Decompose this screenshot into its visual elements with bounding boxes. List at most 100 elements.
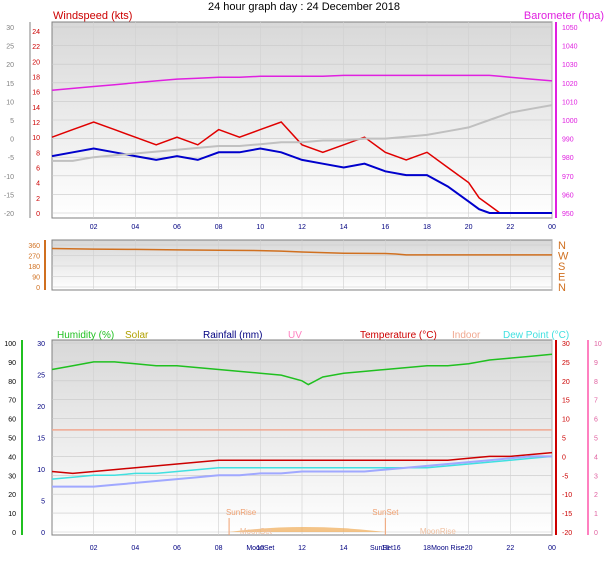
wind-left-axis-tick-label: -15 <box>4 192 14 199</box>
wind-hour-label: 10 <box>256 224 264 231</box>
wind-left-axis-tick-label: 20 <box>6 62 14 69</box>
wind-hour-label: 18 <box>423 224 431 231</box>
barometer-axis-tick-label: 1000 <box>562 118 578 125</box>
uv-axis-tick-label: 0 <box>594 530 598 537</box>
legend-item: Humidity (%) <box>57 330 114 341</box>
barometer-line <box>51 74 553 91</box>
humidity-axis-tick-label: 50 <box>8 436 16 443</box>
wind-left-axis-tick-label: 5 <box>10 118 14 125</box>
temp-hour-label: 20 <box>465 545 473 552</box>
temperature-axis-tick-label: 20 <box>562 379 570 386</box>
wind-hour-label: 16 <box>381 224 389 231</box>
humidity-axis-tick-label: 70 <box>8 398 16 405</box>
temperature-line <box>51 451 553 475</box>
uv-axis-tick-label: 8 <box>594 379 598 386</box>
wind_chill_grey-line <box>52 104 553 162</box>
temp-hour-label: 22 <box>506 545 514 552</box>
moonrise-axis-label: Moon Rise <box>431 545 465 552</box>
uv-axis-tick-label: 9 <box>594 360 598 367</box>
temperature-axis-tick-label: 25 <box>562 360 570 367</box>
moonrise-label: MoonRise <box>420 527 457 536</box>
wind-hour-label: 00 <box>548 224 556 231</box>
legend-item: Dew Point (°C) <box>503 330 569 341</box>
temp-hour-label: 00 <box>548 545 556 552</box>
uv-axis-tick-label: 3 <box>594 473 598 480</box>
bluegrey-line <box>52 455 552 488</box>
humidity-axis-tick-label: 60 <box>8 417 16 424</box>
windspeed-axis-tick-label: 22 <box>32 44 40 51</box>
moonset-axis-label: MoonSet <box>246 545 274 552</box>
wind-left-axis-tick-label: 30 <box>6 25 14 32</box>
chart-title: 24 hour graph day : 24 December 2018 <box>208 1 400 13</box>
wind-left-axis-tick-label: 15 <box>6 81 14 88</box>
direction-panel-lines <box>51 247 552 256</box>
direction-tick-label: 360 <box>28 243 40 250</box>
barometer-axis-tick-label: 950 <box>562 211 574 218</box>
rainfall-axis-tick-label: 20 <box>37 404 45 411</box>
temperature-axis-tick-label: 10 <box>562 417 570 424</box>
windspeed-axis-tick-label: 24 <box>32 29 40 36</box>
windspeed-axis-tick-label: 2 <box>36 196 40 203</box>
wind-hour-label: 02 <box>90 224 98 231</box>
rainfall-axis-tick-label: 30 <box>37 341 45 348</box>
temp-hour-label: 16 <box>381 545 389 552</box>
windspeed-axis-tick-label: 20 <box>32 59 40 66</box>
temp-hour-label: 10 <box>256 545 264 552</box>
humidity-axis-tick-label: 20 <box>8 492 16 499</box>
wind-left-axis-tick-label: 10 <box>6 99 14 106</box>
dewpoint-line <box>51 455 553 480</box>
legend-item: Temperature (°C) <box>360 330 437 341</box>
barometer-axis-tick-label: 1010 <box>562 99 578 106</box>
moonset-label: MoonSet <box>240 527 273 536</box>
wind-hour-label: 14 <box>340 224 348 231</box>
humidity-axis-tick-label: 30 <box>8 473 16 480</box>
compass-label: W <box>558 251 569 263</box>
windspeed-axis-tick-label: 6 <box>36 166 40 173</box>
temp-hour-label: 18 <box>423 545 431 552</box>
temp-panel-lines <box>51 353 553 488</box>
direction-tick-label: 180 <box>28 264 40 271</box>
humidity-axis-tick-label: 90 <box>8 360 16 367</box>
legend-item: Rainfall (mm) <box>203 330 262 341</box>
temperature-axis-tick-label: 5 <box>562 436 566 443</box>
windspeed-axis-tick-label: 14 <box>32 105 40 112</box>
uv-axis-tick-label: 2 <box>594 492 598 499</box>
wind-panel-lines <box>51 74 553 214</box>
windspeed-line <box>51 121 552 214</box>
temperature-axis-tick-label: 30 <box>562 341 570 348</box>
barometer-axis-tick-label: 1030 <box>562 62 578 69</box>
wind-panel-axes: 302520151050-5-10-15-2024222018161412108… <box>4 22 578 231</box>
rainfall-axis-tick-label: 25 <box>37 373 45 380</box>
wind-left-axis-tick-label: -20 <box>4 211 14 218</box>
barometer-axis-tick-label: 980 <box>562 155 574 162</box>
temperature-axis-tick-label: 15 <box>562 398 570 405</box>
direction-tick-label: 90 <box>32 275 40 282</box>
temp-hour-label: 14 <box>340 545 348 552</box>
windspeed-axis-tick-label: 0 <box>36 211 40 218</box>
wind-left-axis-tick-label: -5 <box>8 155 14 162</box>
direction-tick-label: 270 <box>28 254 40 261</box>
legend-item: UV <box>288 330 302 341</box>
barometer-axis-tick-label: 970 <box>562 174 574 181</box>
compass-label: N <box>558 282 566 294</box>
uv-axis-tick-label: 1 <box>594 511 598 518</box>
solar-area <box>229 527 386 532</box>
temp-panel-axes: 1009080706050403020100302520151050302520… <box>4 340 602 552</box>
temperature-axis-tick-label: -10 <box>562 492 572 499</box>
windspeed-axis-tick-label: 8 <box>36 150 40 157</box>
wind-left-axis-tick-label: -10 <box>4 174 14 181</box>
legend-item: Indoor <box>452 330 481 341</box>
humidity-line <box>51 353 553 386</box>
rainfall-axis-tick-label: 10 <box>37 467 45 474</box>
wind-hour-label: 08 <box>215 224 223 231</box>
temp-hour-label: 08 <box>215 545 223 552</box>
humidity-axis-tick-label: 10 <box>8 511 16 518</box>
temperature-axis-tick-label: -5 <box>562 473 568 480</box>
wind-hour-label: 04 <box>131 224 139 231</box>
compass-label: E <box>558 272 565 284</box>
wind-left-axis-tick-label: 25 <box>6 44 14 51</box>
temp-hour-label: 04 <box>131 545 139 552</box>
temp-panel-legend: Humidity (%) Solar Rainfall (mm) UV Temperat… <box>57 330 569 341</box>
rainfall-axis-tick-label: 5 <box>41 499 45 506</box>
